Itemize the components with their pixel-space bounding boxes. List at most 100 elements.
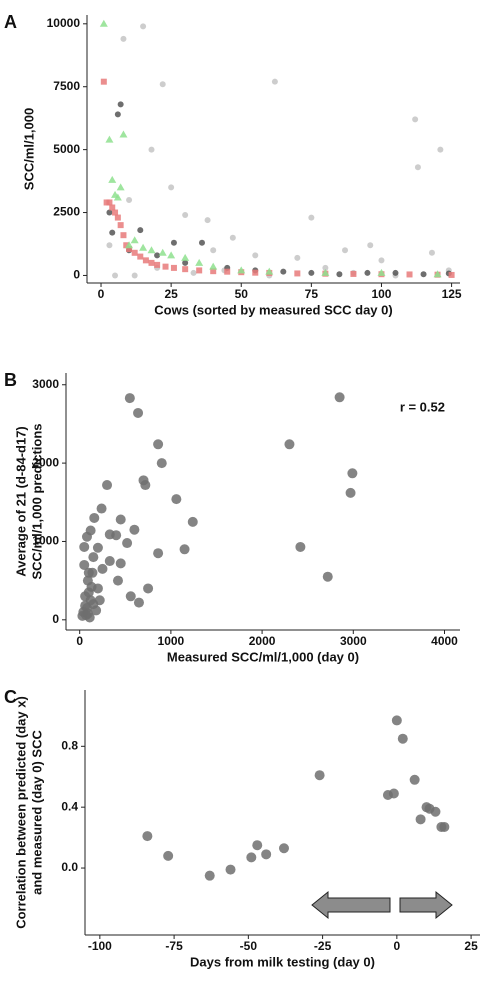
point bbox=[342, 247, 349, 254]
point bbox=[108, 175, 117, 183]
point bbox=[179, 544, 190, 555]
point bbox=[295, 541, 306, 552]
point bbox=[252, 269, 259, 276]
point bbox=[154, 261, 161, 268]
x-tick-label: 25 bbox=[464, 939, 478, 953]
x-tick-label: 0 bbox=[393, 939, 400, 953]
point bbox=[196, 267, 203, 274]
point bbox=[294, 254, 301, 261]
y-tick-label: 0.0 bbox=[61, 860, 78, 874]
point bbox=[104, 556, 115, 567]
point bbox=[308, 214, 315, 221]
point bbox=[345, 487, 356, 498]
point bbox=[265, 267, 274, 275]
point bbox=[168, 184, 175, 191]
point bbox=[377, 268, 386, 276]
point bbox=[131, 249, 138, 256]
point bbox=[125, 241, 134, 249]
point bbox=[350, 270, 357, 277]
x-tick-label: 4000 bbox=[431, 634, 458, 648]
point bbox=[153, 548, 164, 559]
point bbox=[156, 458, 167, 469]
point bbox=[280, 268, 287, 275]
point bbox=[114, 214, 121, 221]
y-tick-label: 5000 bbox=[53, 142, 80, 156]
point bbox=[204, 870, 215, 881]
point bbox=[116, 183, 125, 191]
panel-label: A bbox=[4, 12, 17, 32]
point bbox=[86, 581, 97, 592]
y-axis-label: SCC/ml/1,000 bbox=[21, 108, 36, 190]
x-tick-label: -50 bbox=[240, 939, 258, 953]
point bbox=[140, 480, 151, 491]
point bbox=[170, 239, 177, 246]
point bbox=[82, 608, 93, 619]
point bbox=[117, 222, 124, 229]
point bbox=[105, 135, 114, 143]
point bbox=[414, 164, 421, 171]
x-axis-label: Cows (sorted by measured SCC day 0) bbox=[154, 302, 392, 317]
annotation: r = 0.52 bbox=[400, 399, 445, 414]
point bbox=[190, 269, 197, 276]
point bbox=[130, 236, 139, 244]
point bbox=[109, 229, 116, 236]
point bbox=[79, 541, 90, 552]
point bbox=[114, 111, 121, 118]
panel-label: C bbox=[4, 687, 17, 707]
point bbox=[92, 542, 103, 553]
point bbox=[99, 19, 108, 27]
point bbox=[148, 259, 155, 266]
point bbox=[102, 480, 113, 491]
point bbox=[187, 516, 198, 527]
point bbox=[171, 494, 182, 505]
point bbox=[106, 199, 113, 206]
point bbox=[94, 595, 105, 606]
point bbox=[109, 204, 116, 211]
point bbox=[87, 567, 98, 578]
x-tick-label: -100 bbox=[88, 939, 112, 953]
x-tick-label: 125 bbox=[442, 287, 462, 301]
point bbox=[209, 262, 218, 270]
point bbox=[430, 806, 441, 817]
point bbox=[412, 116, 419, 123]
point bbox=[367, 242, 374, 249]
point bbox=[308, 269, 315, 276]
point bbox=[182, 266, 189, 273]
x-tick-label: -25 bbox=[314, 939, 332, 953]
point bbox=[321, 268, 330, 276]
point bbox=[246, 852, 257, 863]
point bbox=[97, 563, 108, 574]
y-tick-label: 7500 bbox=[53, 79, 80, 93]
point bbox=[120, 232, 127, 239]
point bbox=[112, 272, 119, 279]
point bbox=[139, 243, 148, 251]
point bbox=[133, 407, 144, 418]
point bbox=[378, 257, 385, 264]
point bbox=[420, 271, 427, 278]
x-tick-label: 75 bbox=[305, 287, 319, 301]
y-axis-label: Correlation between predicted (day x) bbox=[13, 696, 28, 929]
point bbox=[224, 268, 231, 275]
point bbox=[167, 251, 176, 259]
x-axis-label: Measured SCC/ml/1,000 (day 0) bbox=[167, 649, 359, 664]
point bbox=[347, 468, 358, 479]
x-tick-label: -75 bbox=[165, 939, 183, 953]
point bbox=[147, 246, 156, 254]
point bbox=[133, 597, 144, 608]
point bbox=[148, 146, 155, 153]
point bbox=[119, 130, 128, 138]
point bbox=[112, 575, 123, 586]
point bbox=[89, 512, 100, 523]
point bbox=[96, 503, 107, 514]
point bbox=[123, 242, 130, 249]
point bbox=[115, 558, 126, 569]
point bbox=[126, 246, 133, 253]
point bbox=[392, 269, 399, 276]
point bbox=[129, 524, 140, 535]
point bbox=[80, 600, 91, 611]
point bbox=[439, 821, 450, 832]
point bbox=[225, 864, 236, 875]
y-tick-label: 10000 bbox=[47, 16, 81, 30]
point bbox=[448, 271, 455, 278]
